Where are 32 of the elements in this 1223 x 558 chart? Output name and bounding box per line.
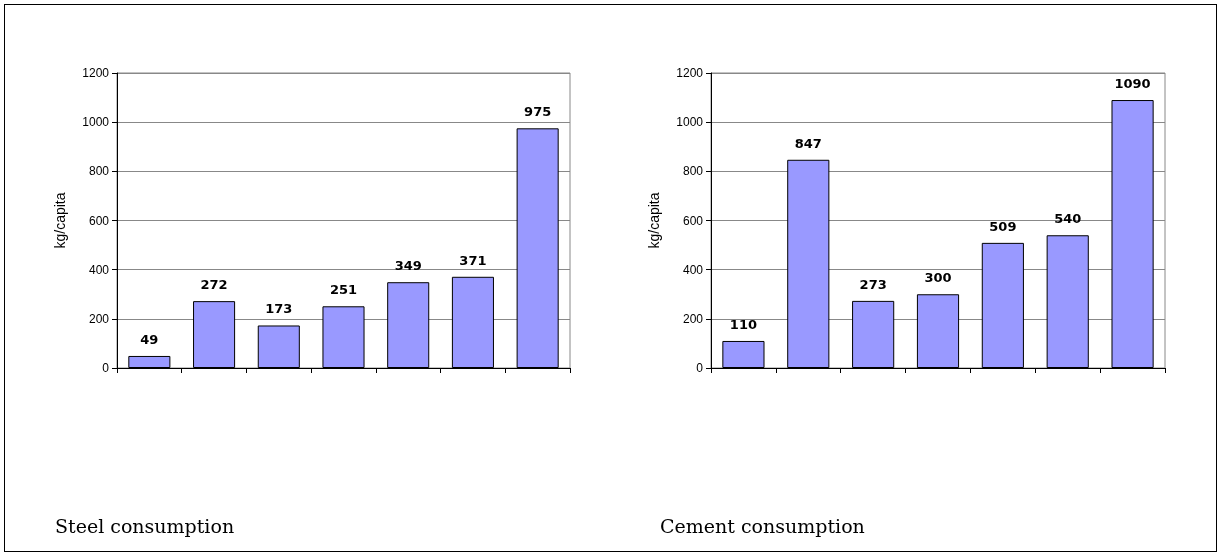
y-tick-label: 1200 [676, 66, 704, 80]
y-axis-title: kg/capita [52, 192, 68, 249]
data-label: 272 [200, 277, 228, 293]
y-tick-label: 200 [682, 311, 704, 326]
data-label: 110 [729, 316, 757, 332]
data-label: 371 [459, 252, 487, 268]
y-tick-label: 0 [696, 361, 704, 375]
data-label: 273 [859, 276, 887, 292]
y-tick-label: 800 [88, 164, 110, 179]
y-tick-label: 800 [682, 164, 704, 179]
y-tick-label: 600 [682, 213, 704, 228]
data-label: 540 [1054, 211, 1082, 227]
data-label: 847 [794, 135, 822, 151]
data-label: 49 [140, 331, 159, 347]
text: Steel consumption [55, 514, 235, 537]
data-label: 349 [394, 258, 422, 274]
data-label: 975 [524, 104, 552, 120]
data-label: 251 [329, 282, 358, 298]
data-label: 173 [265, 301, 293, 317]
data-label: 1090 [1114, 76, 1151, 92]
data-label: 509 [989, 218, 1017, 234]
y-tick-label: 0 [102, 361, 110, 375]
y-axis-title: kg/capita [646, 192, 662, 249]
y-tick-label: 1000 [676, 115, 704, 130]
data-label: 300 [924, 270, 952, 286]
y-tick-label: 400 [88, 262, 110, 277]
y-tick-label: 400 [682, 262, 704, 277]
y-tick-label: 1000 [82, 115, 110, 130]
y-tick-label: 1200 [82, 66, 110, 80]
y-tick-label: 200 [88, 311, 110, 326]
text: Cement consumption [660, 514, 865, 537]
y-tick-label: 600 [88, 213, 110, 228]
